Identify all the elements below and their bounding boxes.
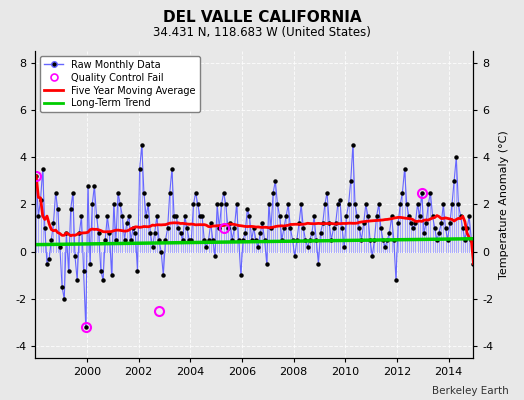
Text: DEL VALLE CALIFORNIA: DEL VALLE CALIFORNIA [162,10,362,25]
Y-axis label: Temperature Anomaly (°C): Temperature Anomaly (°C) [499,130,509,279]
Legend: Raw Monthly Data, Quality Control Fail, Five Year Moving Average, Long-Term Tren: Raw Monthly Data, Quality Control Fail, … [40,56,200,112]
Text: Berkeley Earth: Berkeley Earth [432,386,508,396]
Text: 34.431 N, 118.683 W (United States): 34.431 N, 118.683 W (United States) [153,26,371,39]
